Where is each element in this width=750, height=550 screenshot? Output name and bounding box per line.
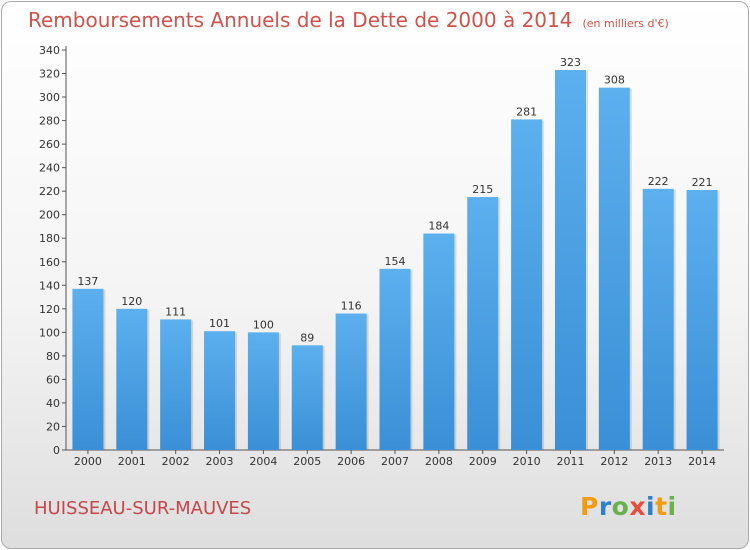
bar-2011 <box>554 70 586 450</box>
y-tick-label: 240 <box>39 162 60 175</box>
x-tick-label-2004: 2004 <box>249 455 277 468</box>
x-tick-label-2005: 2005 <box>293 455 321 468</box>
logo-letter: P <box>580 492 599 521</box>
bar-2000 <box>72 288 104 450</box>
y-tick-label: 40 <box>46 397 60 410</box>
value-label-2000: 137 <box>77 275 98 288</box>
x-tick-label-2001: 2001 <box>118 455 146 468</box>
y-tick-label: 160 <box>39 256 60 269</box>
x-tick-label-2002: 2002 <box>162 455 190 468</box>
bar-2005 <box>291 345 323 450</box>
y-tick-label: 200 <box>39 209 60 222</box>
bar-2006 <box>335 313 367 450</box>
chart-title: Remboursements Annuels de la Dette de 20… <box>28 8 669 32</box>
value-label-2008: 184 <box>428 220 449 233</box>
y-tick-label: 260 <box>39 138 60 151</box>
bar-2002 <box>160 319 192 450</box>
logo-letter: t <box>655 492 668 521</box>
y-tick-label: 320 <box>39 68 60 81</box>
value-label-2012: 308 <box>604 74 625 87</box>
value-label-2004: 100 <box>253 318 274 331</box>
y-tick-label: 140 <box>39 279 60 292</box>
y-tick-label: 280 <box>39 115 60 128</box>
value-label-2009: 215 <box>472 183 493 196</box>
x-tick-label-2003: 2003 <box>206 455 234 468</box>
y-tick-label: 0 <box>53 444 60 457</box>
bar-2009 <box>467 197 499 450</box>
value-label-2011: 323 <box>560 56 581 69</box>
x-tick-label-2000: 2000 <box>74 455 102 468</box>
x-tick-label-2009: 2009 <box>469 455 497 468</box>
value-label-2005: 89 <box>300 331 314 344</box>
x-tick-label-2006: 2006 <box>337 455 365 468</box>
logo-letter: i <box>646 492 656 521</box>
x-tick-label-2014: 2014 <box>688 455 716 468</box>
value-label-2001: 120 <box>121 295 142 308</box>
bar-2014 <box>686 190 718 450</box>
bar-2001 <box>116 308 148 450</box>
y-tick-label: 340 <box>39 44 60 57</box>
x-tick-label-2011: 2011 <box>556 455 584 468</box>
y-tick-label: 300 <box>39 91 60 104</box>
x-tick-label-2007: 2007 <box>381 455 409 468</box>
bar-2008 <box>423 233 455 450</box>
bar-2013 <box>642 188 674 450</box>
logo-letter: o <box>611 492 630 521</box>
y-tick-label: 220 <box>39 185 60 198</box>
y-tick-label: 100 <box>39 326 60 339</box>
bar-2004 <box>247 332 279 450</box>
value-label-2014: 221 <box>692 176 713 189</box>
bar-2003 <box>204 331 236 450</box>
logo-letter: x <box>629 492 646 521</box>
x-tick-label-2010: 2010 <box>513 455 541 468</box>
y-tick-label: 120 <box>39 303 60 316</box>
logo-letter: r <box>598 492 612 521</box>
x-tick-label-2012: 2012 <box>600 455 628 468</box>
y-tick-label: 60 <box>46 373 60 386</box>
value-label-2003: 101 <box>209 317 230 330</box>
y-tick-label: 20 <box>46 420 60 433</box>
value-label-2006: 116 <box>341 300 362 313</box>
bar-2012 <box>598 87 630 450</box>
value-label-2010: 281 <box>516 105 537 118</box>
x-tick-label-2008: 2008 <box>425 455 453 468</box>
commune-name: HUISSEAU-SUR-MAUVES <box>34 498 252 519</box>
proxiti-logo: Proxiti <box>580 492 677 521</box>
logo-letter: i <box>667 492 677 521</box>
y-tick-label: 80 <box>46 350 60 363</box>
y-tick-label: 180 <box>39 232 60 245</box>
bar-2010 <box>511 119 543 450</box>
title-text: Remboursements Annuels de la Dette de 20… <box>28 8 573 32</box>
title-unit: (en milliers d'€) <box>582 17 669 30</box>
value-label-2013: 222 <box>648 175 669 188</box>
x-tick-label-2013: 2013 <box>644 455 672 468</box>
value-label-2002: 111 <box>165 305 186 318</box>
value-label-2007: 154 <box>385 255 406 268</box>
bar-2007 <box>379 268 411 450</box>
